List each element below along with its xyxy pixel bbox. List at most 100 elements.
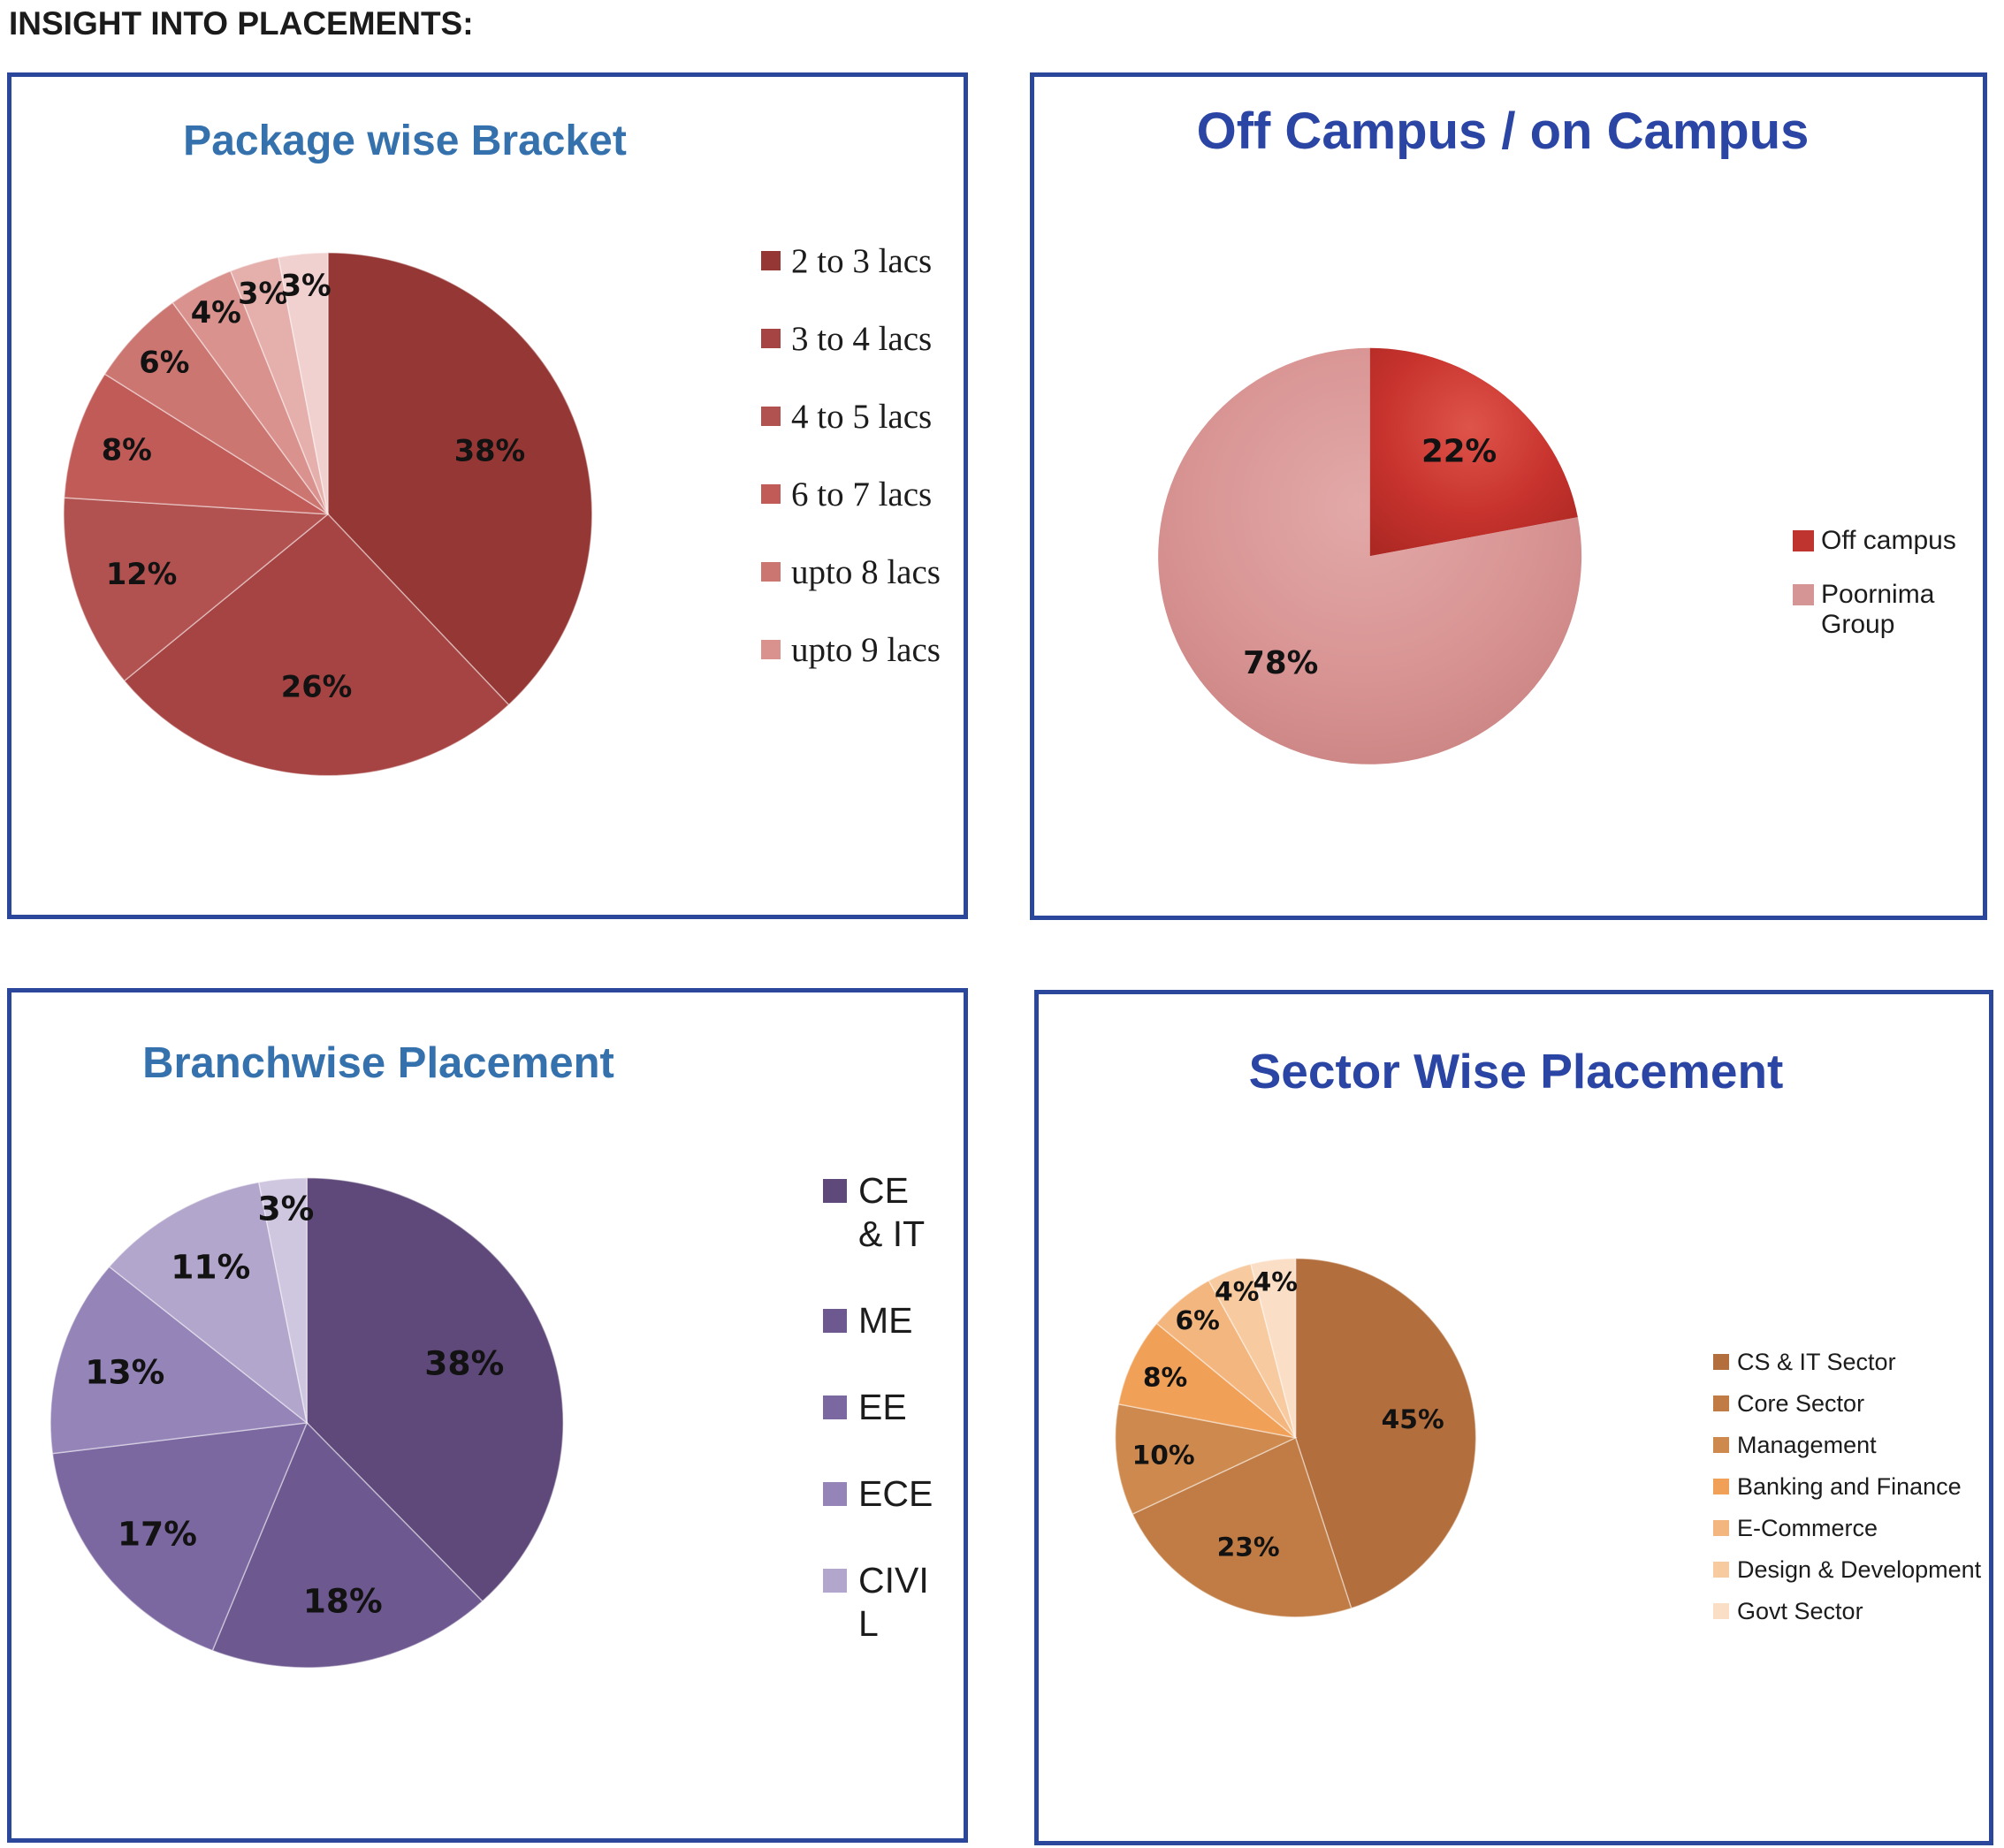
pie-percent-label: 4% (1215, 1276, 1259, 1307)
pie-slice (229, 256, 329, 515)
legend-swatch-icon (1793, 584, 1814, 605)
chart-panel-off-campus-on-campus: Off Campus / on Campus 22% 78% Off campus… (1030, 72, 1987, 920)
legend-item: CS & IT Sector (1713, 1350, 1981, 1374)
sector-wise-placement-pie-chart: 45%23%10%8%6%4%4% (1114, 1258, 1477, 1618)
legend-item: EE (823, 1386, 933, 1429)
legend-swatch-icon (823, 1396, 847, 1419)
legend-item: Core Sector (1713, 1391, 1981, 1416)
legend-item: 3 to 4 lacs (761, 319, 941, 360)
pie-slice (108, 1181, 309, 1425)
pie-slice (1250, 1258, 1297, 1438)
legend-item: CIVI L (823, 1559, 933, 1646)
legend-item: Banking and Finance (1713, 1474, 1981, 1499)
legend-swatch-icon (761, 407, 781, 426)
pie-slice (278, 252, 329, 514)
pie-slice (123, 513, 510, 777)
legend-label: E-Commerce (1737, 1515, 1878, 1541)
legend-swatch-icon (1713, 1437, 1729, 1453)
chart-panel-sector-wise-placement: Sector Wise Placement 45% 23% 10% 8% 6% 4% 4% … (1034, 990, 1993, 1845)
pie-percent-label: 12% (106, 557, 177, 591)
pie-slice (257, 1177, 308, 1424)
pie-slice (1117, 1322, 1297, 1439)
pie-slice (1369, 347, 1578, 557)
chart-title: Off Campus / on Campus (1196, 103, 1810, 160)
pie-percent-label: 38% (454, 433, 525, 468)
chart-title: Sector Wise Placement (1248, 1044, 1784, 1099)
pie-percent-label: 45% (1382, 1404, 1444, 1435)
pie-slice (63, 373, 329, 515)
legend-item: Design & Development (1713, 1557, 1981, 1582)
pie-percent-label: 22% (1421, 433, 1497, 469)
pie-percent-label: 6% (1176, 1305, 1220, 1336)
legend-swatch-icon (823, 1179, 847, 1203)
pie-percent-label: 3% (238, 276, 288, 310)
pie-percent-label: 78% (1243, 645, 1318, 681)
pie-percent-label: 38% (424, 1343, 504, 1382)
pie-percent-label: 8% (1143, 1362, 1187, 1393)
legend-swatch-icon (761, 484, 781, 504)
pie-percent-label: 8% (102, 432, 152, 467)
legend-item: Govt Sector (1713, 1599, 1981, 1624)
legend-label: EE (858, 1387, 907, 1427)
legend-item: ME (823, 1299, 933, 1342)
pie-percent-label: 4% (191, 295, 241, 330)
pie-slice (1132, 1436, 1353, 1618)
legend-label: Design & Development (1737, 1556, 1982, 1583)
legend-swatch-icon (823, 1569, 847, 1593)
legend-label: 4 to 5 lacs (791, 398, 933, 436)
pie-slice (50, 1266, 309, 1455)
legend-item: upto 9 lacs (761, 630, 941, 671)
legend-label: upto 8 lacs (791, 553, 941, 591)
legend-item: 6 to 7 lacs (761, 475, 941, 515)
pie-slice (1114, 1403, 1298, 1516)
pie-slice (1294, 1258, 1477, 1609)
chart-title: Package wise Bracket (183, 118, 627, 164)
legend: CE & IT ME EE ECE CIVI L (823, 1169, 933, 1646)
legend-label: CIVI L (858, 1560, 929, 1644)
pie-percent-label: 23% (1217, 1532, 1280, 1563)
pie-percent-label: 6% (139, 345, 189, 379)
chart-title: Branchwise Placement (142, 1039, 614, 1087)
pie-percent-label: 11% (171, 1248, 250, 1287)
pie-percent-label: 3% (257, 1189, 314, 1228)
legend-item: 2 to 3 lacs (761, 241, 941, 282)
legend-item: Off campus (1793, 526, 1983, 556)
legend-item: CE & IT (823, 1169, 933, 1256)
pie-slice (1208, 1263, 1297, 1439)
legend-label: Poornima Group (1821, 580, 1935, 639)
legend: Off campus Poornima Group (1793, 526, 1983, 640)
legend: CS & IT Sector Core Sector Management Banki… (1713, 1350, 1981, 1624)
legend-swatch-icon (1713, 1520, 1729, 1536)
chart-panel-branchwise-placement: Branchwise Placement 38% 18% 17% 13% 11% 3% C… (7, 988, 968, 1843)
legend-label: upto 9 lacs (791, 631, 941, 669)
pie-percent-label: 17% (118, 1514, 197, 1553)
legend-label: Core Sector (1737, 1390, 1865, 1417)
package-wise-bracket-pie-chart: 38%26%12%8%6%4%3%3% (63, 252, 593, 777)
branchwise-placement-pie-chart: 38% 18% 17% 13% 11%3% (50, 1177, 564, 1669)
legend-swatch-icon (761, 640, 781, 659)
off-campus-on-campus-pie-chart: 22% 78% (1158, 347, 1582, 764)
legend-swatch-icon (823, 1309, 847, 1333)
pie-percent-label: 3% (281, 268, 331, 302)
legend-swatch-icon (823, 1482, 847, 1506)
pie-slice (63, 497, 330, 682)
legend-label: Management (1737, 1432, 1877, 1458)
pie-slice (327, 252, 593, 706)
pie-slice (306, 1177, 564, 1602)
legend-swatch-icon (1713, 1603, 1729, 1619)
legend-swatch-icon (761, 251, 781, 270)
legend-swatch-icon (1713, 1479, 1729, 1494)
pie-percent-label: 26% (281, 670, 352, 704)
chart-panel-package-wise-bracket: Package wise Bracket 38% 26% 12% 8% 6% 4% 3% 3%… (7, 72, 968, 919)
legend-label: CE & IT (858, 1170, 926, 1254)
legend-swatch-icon (1713, 1396, 1729, 1411)
pie-slice (103, 301, 329, 515)
legend-swatch-icon (1713, 1562, 1729, 1578)
legend-swatch-icon (761, 329, 781, 348)
legend-label: 3 to 4 lacs (791, 320, 933, 358)
legend-label: Govt Sector (1737, 1598, 1863, 1624)
legend-item: Management (1713, 1433, 1981, 1457)
pie-slice (171, 270, 329, 515)
legend-swatch-icon (1713, 1354, 1729, 1370)
